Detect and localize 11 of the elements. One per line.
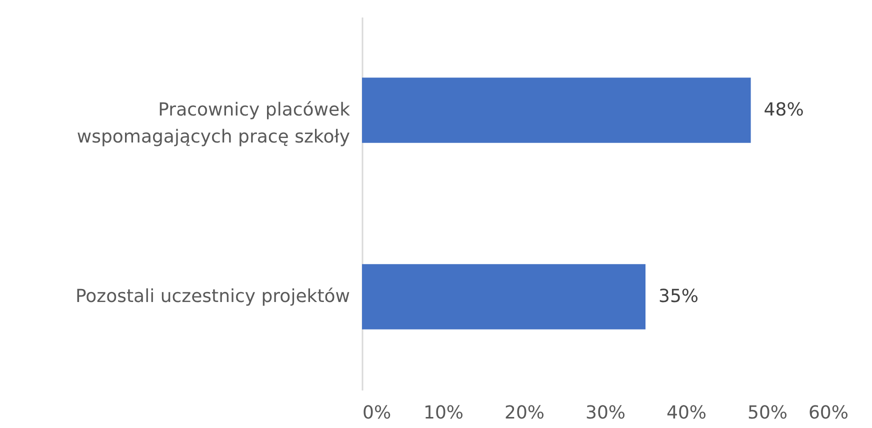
x-tick-label: 20% [504,402,545,424]
x-tick-label: 40% [666,402,707,424]
data-label: 35% [658,286,699,307]
data-label: 48% [764,99,804,120]
x-tick-label: 30% [585,402,626,424]
x-tick-label: 10% [423,402,464,424]
x-tick-label: 60% [808,402,848,424]
y-tick-label: Pracownicy placówek wspomagających pracę szkoły [76,99,351,148]
y-tick-label: Pozostali uczestnicy projektów [75,286,350,307]
x-tick-label: 50% [747,402,788,424]
x-tick-label: 0% [362,402,392,424]
